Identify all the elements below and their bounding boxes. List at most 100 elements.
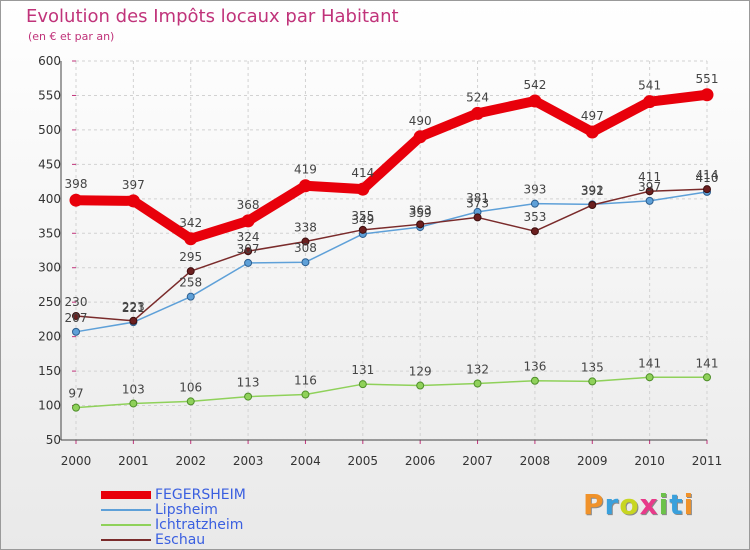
data-label-fegersheim-2004: 419: [294, 163, 317, 177]
data-label-ichtratzheim-2009: 135: [581, 360, 604, 374]
point-fegersheim-2006: [413, 130, 427, 144]
x-tick-label-2004: 2004: [290, 454, 321, 468]
point-fegersheim-2005: [356, 182, 370, 196]
y-tick-label-400: 400: [38, 192, 61, 206]
x-tick-label-2010: 2010: [634, 454, 665, 468]
data-label-eschau-2007: 373: [466, 196, 489, 210]
data-label-fegersheim-2008: 542: [523, 78, 546, 92]
data-label-fegersheim-2011: 551: [696, 72, 719, 86]
legend-swatch-ichtratzheim: [101, 524, 151, 526]
data-label-fegersheim-2010: 541: [638, 79, 661, 93]
data-label-eschau-2005: 355: [351, 209, 374, 223]
proxiti-logo: Proxiti: [583, 488, 694, 521]
data-label-lipsheim-2005: 349: [351, 213, 374, 227]
point-eschau-2001: [129, 316, 138, 325]
point-fegersheim-2008: [528, 94, 542, 108]
point-ichtratzheim-2003: [244, 392, 253, 401]
data-label-fegersheim-2009: 497: [581, 109, 604, 123]
point-ichtratzheim-2006: [416, 381, 425, 390]
y-tick-label-550: 550: [38, 88, 61, 102]
logo-letter: t: [669, 488, 684, 521]
point-ichtratzheim-2004: [301, 390, 310, 399]
legend-label-eschau: Eschau: [155, 532, 206, 548]
point-fegersheim-2004: [298, 179, 312, 193]
y-tick-label-600: 600: [38, 54, 61, 68]
chart-subtitle: (en € et par an): [28, 30, 115, 43]
point-eschau-2010: [645, 187, 654, 196]
point-fegersheim-2011: [700, 88, 714, 102]
legend-label-fegersheim: FEGERSHEIM: [155, 487, 246, 503]
point-ichtratzheim-2002: [186, 397, 195, 406]
data-label-lipsheim-2007: 381: [466, 191, 489, 205]
point-eschau-2007: [473, 213, 482, 222]
legend-label-ichtratzheim: Ichtratzheim: [155, 517, 244, 533]
point-eschau-2002: [186, 267, 195, 276]
y-tick-label-50: 50: [46, 433, 61, 447]
point-ichtratzheim-2000: [72, 403, 80, 412]
data-label-lipsheim-2002: 258: [179, 276, 202, 290]
data-label-ichtratzheim-2011: 141: [696, 356, 719, 370]
point-eschau-2004: [301, 237, 310, 246]
series-layer: [69, 88, 714, 412]
data-label-ichtratzheim-2006: 129: [409, 365, 432, 379]
data-label-eschau-2000: 230: [65, 295, 88, 309]
data-label-fegersheim-2003: 368: [237, 198, 260, 212]
data-label-eschau-2003: 324: [237, 230, 260, 244]
data-label-ichtratzheim-2003: 113: [237, 376, 260, 390]
point-eschau-2003: [244, 247, 253, 256]
series-line-ichtratzheim: [75, 376, 708, 409]
y-tick-label-350: 350: [38, 226, 61, 240]
point-ichtratzheim-2005: [358, 380, 367, 389]
legend-swatch-eschau: [101, 539, 151, 541]
y-tick-label-250: 250: [38, 295, 61, 309]
point-ichtratzheim-2009: [588, 377, 597, 386]
data-label-lipsheim-2009: 392: [581, 183, 604, 197]
point-fegersheim-2000: [69, 193, 83, 207]
data-label-ichtratzheim-2001: 103: [122, 382, 145, 396]
axes: 50 100 150 200 250 300 350 400 450 500 550 600 2000 2…: [38, 54, 722, 468]
point-eschau-2009: [588, 201, 597, 210]
point-ichtratzheim-2001: [129, 399, 138, 408]
data-label-fegersheim-2007: 524: [466, 90, 489, 104]
y-tick-label-150: 150: [38, 364, 61, 378]
logo-letter: i: [683, 488, 695, 521]
data-label-lipsheim-2008: 393: [523, 183, 546, 197]
data-label-eschau-2011: 414: [696, 168, 719, 182]
data-label-fegersheim-2006: 490: [409, 114, 432, 128]
point-lipsheim-2002: [186, 292, 195, 301]
x-tick-label-2008: 2008: [520, 454, 551, 468]
point-eschau-2008: [530, 227, 539, 236]
data-label-lipsheim-2004: 308: [294, 241, 317, 255]
x-tick-label-2003: 2003: [233, 454, 264, 468]
point-fegersheim-2009: [585, 125, 599, 139]
x-tick-label-2000: 2000: [61, 454, 92, 468]
data-label-fegersheim-2005: 414: [351, 166, 374, 180]
point-lipsheim-2004: [301, 258, 310, 267]
data-label-fegersheim-2002: 342: [179, 216, 202, 230]
data-label-eschau-2006: 363: [409, 203, 432, 217]
point-eschau-2006: [416, 220, 425, 229]
point-fegersheim-2002: [184, 232, 198, 246]
data-label-ichtratzheim-2004: 116: [294, 374, 317, 388]
data-labels: 97 103 106 113 116 131 129 132 136 135 141 141 207 22…: [65, 72, 719, 401]
point-ichtratzheim-2011: [703, 373, 711, 382]
data-label-ichtratzheim-2005: 131: [351, 363, 374, 377]
data-label-lipsheim-2011: 410: [696, 171, 719, 185]
data-label-ichtratzheim-2000: 97: [68, 387, 83, 401]
data-label-ichtratzheim-2008: 136: [523, 360, 546, 374]
y-tick-label-300: 300: [38, 261, 61, 275]
y-tick-label-200: 200: [38, 330, 61, 344]
y-tick-label-100: 100: [38, 399, 61, 413]
data-label-eschau-2001: 223: [122, 300, 145, 314]
point-eschau-2011: [703, 185, 711, 194]
point-ichtratzheim-2010: [645, 373, 654, 382]
data-label-eschau-2002: 295: [179, 250, 202, 264]
chart-title: Evolution des Impôts locaux par Habitant: [26, 6, 399, 27]
x-tick-label-2005: 2005: [348, 454, 379, 468]
data-label-eschau-2004: 338: [294, 221, 317, 235]
logo-letter: P: [583, 488, 605, 521]
x-tick-label-2002: 2002: [175, 454, 206, 468]
data-label-ichtratzheim-2007: 132: [466, 362, 489, 376]
data-label-ichtratzheim-2002: 106: [179, 380, 202, 394]
